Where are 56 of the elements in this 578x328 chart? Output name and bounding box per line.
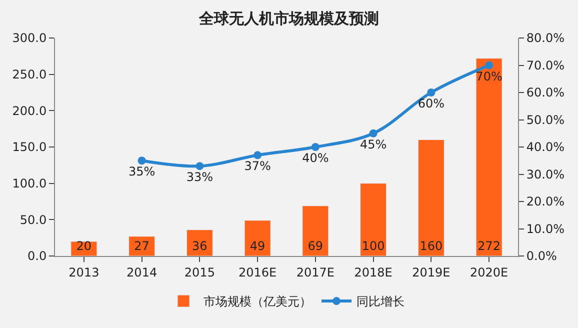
data-label: 49 [250,239,266,253]
data-label: 45% [360,137,387,152]
point [311,143,320,151]
data-label: 40% [302,151,329,165]
x-tick-label: 2015 [184,265,215,280]
point [138,156,146,165]
y2-tick-label: 50.0% [526,112,565,127]
data-label: 69 [308,239,324,253]
data-label: 36 [192,239,208,253]
data-label: 100 [362,239,385,253]
y2-tick-label: 70.0% [526,58,565,72]
data-label: 272 [478,239,501,253]
data-label: 20 [76,239,92,253]
point [196,162,204,170]
y-tick-label: 300.0 [12,31,47,46]
bar [418,139,444,256]
bar [360,183,387,256]
y-tick-label: 150.0 [12,140,47,154]
chart-title: 全球无人机市场规模及预测 [198,10,379,28]
x-tick-label: 2016E [238,265,277,280]
y2-tick-label: 0.0% [526,249,557,264]
bar [244,220,271,256]
y2-tick-label: 20.0% [526,194,565,209]
legend-label: 同比增长 [356,294,404,309]
bar [302,206,329,256]
bar [186,230,213,256]
y-tick-label: 50.0 [20,212,47,227]
point [485,61,494,70]
y-tick-label: 250.0 [12,68,47,82]
point [254,151,262,160]
y2-tick-label: 10.0% [526,222,565,236]
y-tick-label: 0.0 [28,249,47,264]
data-label: 37% [244,159,271,174]
bar [476,58,502,256]
x-tick-label: 2017E [296,265,335,280]
bar [128,236,156,256]
y2-tick-label: 30.0% [526,167,565,182]
data-label: 160 [420,239,443,253]
point [369,129,378,138]
x-tick-label: 2020E [470,265,508,280]
y2-tick-label: 60.0% [526,86,565,100]
data-label: 33% [186,170,214,184]
point [427,88,436,96]
legend-label: 市场规模（亿美元） [204,294,312,309]
data-label: 35% [128,164,156,179]
data-label: 60% [418,96,445,110]
x-tick-label: 2019E [412,265,450,280]
x-tick-label: 2018E [354,265,392,280]
y-tick-label: 100.0 [12,176,47,191]
data-label: 70% [476,69,502,84]
y2-tick-label: 40.0% [526,140,565,154]
data-label: 27 [134,239,150,253]
x-tick-label: 2013 [68,265,100,280]
y-tick-label: 200.0 [12,104,47,118]
x-tick-label: 2014 [126,265,158,280]
y2-tick-label: 80.0% [526,31,565,46]
